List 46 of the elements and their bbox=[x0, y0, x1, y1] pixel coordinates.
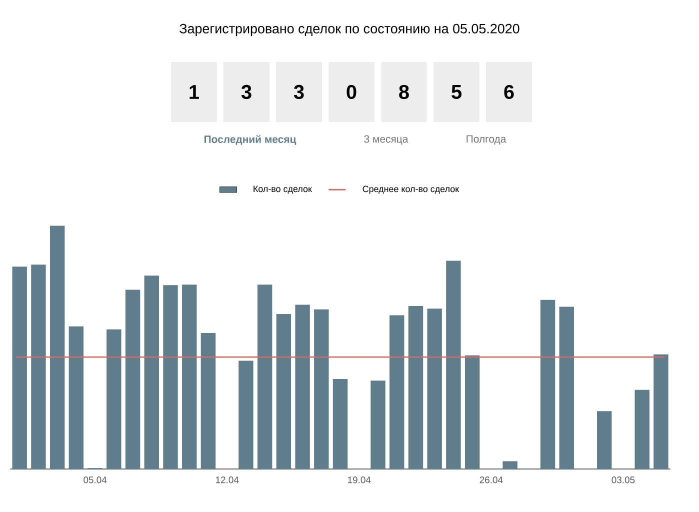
x-tick-label: 03.05 bbox=[612, 476, 635, 484]
text: Последний месяц bbox=[204, 135, 296, 145]
bar bbox=[654, 354, 668, 469]
bar bbox=[257, 284, 272, 469]
bar bbox=[31, 264, 46, 469]
bar bbox=[559, 306, 574, 469]
x-tick-label: 05.04 bbox=[84, 476, 107, 484]
bar bbox=[295, 304, 310, 469]
bar bbox=[314, 309, 329, 469]
bar bbox=[597, 411, 612, 469]
bar bbox=[634, 390, 650, 469]
bar bbox=[502, 461, 518, 469]
bar bbox=[446, 260, 461, 469]
bar bbox=[200, 332, 216, 469]
x-tick-label: 19.04 bbox=[348, 476, 371, 484]
text: 3 месяца bbox=[364, 135, 408, 145]
x-tick-label: 12.04 bbox=[216, 476, 239, 484]
bar bbox=[332, 378, 348, 469]
bar bbox=[408, 306, 424, 469]
bar bbox=[427, 308, 442, 469]
legend-label: Среднее кол-во сделок bbox=[362, 186, 460, 194]
text: 8 bbox=[399, 84, 409, 100]
x-tick-label: 26.04 bbox=[480, 476, 503, 484]
bar bbox=[144, 276, 159, 469]
legend-label: Кол-во сделок bbox=[254, 186, 312, 194]
bar bbox=[238, 360, 254, 469]
bar bbox=[540, 300, 556, 469]
bar bbox=[182, 284, 197, 469]
text: 6 bbox=[504, 84, 514, 100]
bar bbox=[12, 266, 27, 469]
text: 3 bbox=[241, 84, 252, 100]
bar bbox=[106, 329, 122, 469]
bar bbox=[464, 355, 480, 469]
text: 3 bbox=[294, 84, 304, 100]
text: 5 bbox=[452, 85, 462, 99]
chart-title: Зарегистрировано сделок по состоянию на 05.05.2020 bbox=[180, 24, 520, 36]
bar bbox=[370, 380, 386, 469]
bar bbox=[163, 285, 178, 469]
text: 0 bbox=[346, 84, 356, 100]
text: Полгода bbox=[466, 135, 506, 145]
bar bbox=[390, 315, 404, 469]
bar bbox=[276, 314, 292, 469]
text: 1 bbox=[190, 85, 199, 99]
bar bbox=[68, 326, 84, 469]
bar bbox=[125, 290, 140, 469]
bar bbox=[50, 226, 65, 469]
